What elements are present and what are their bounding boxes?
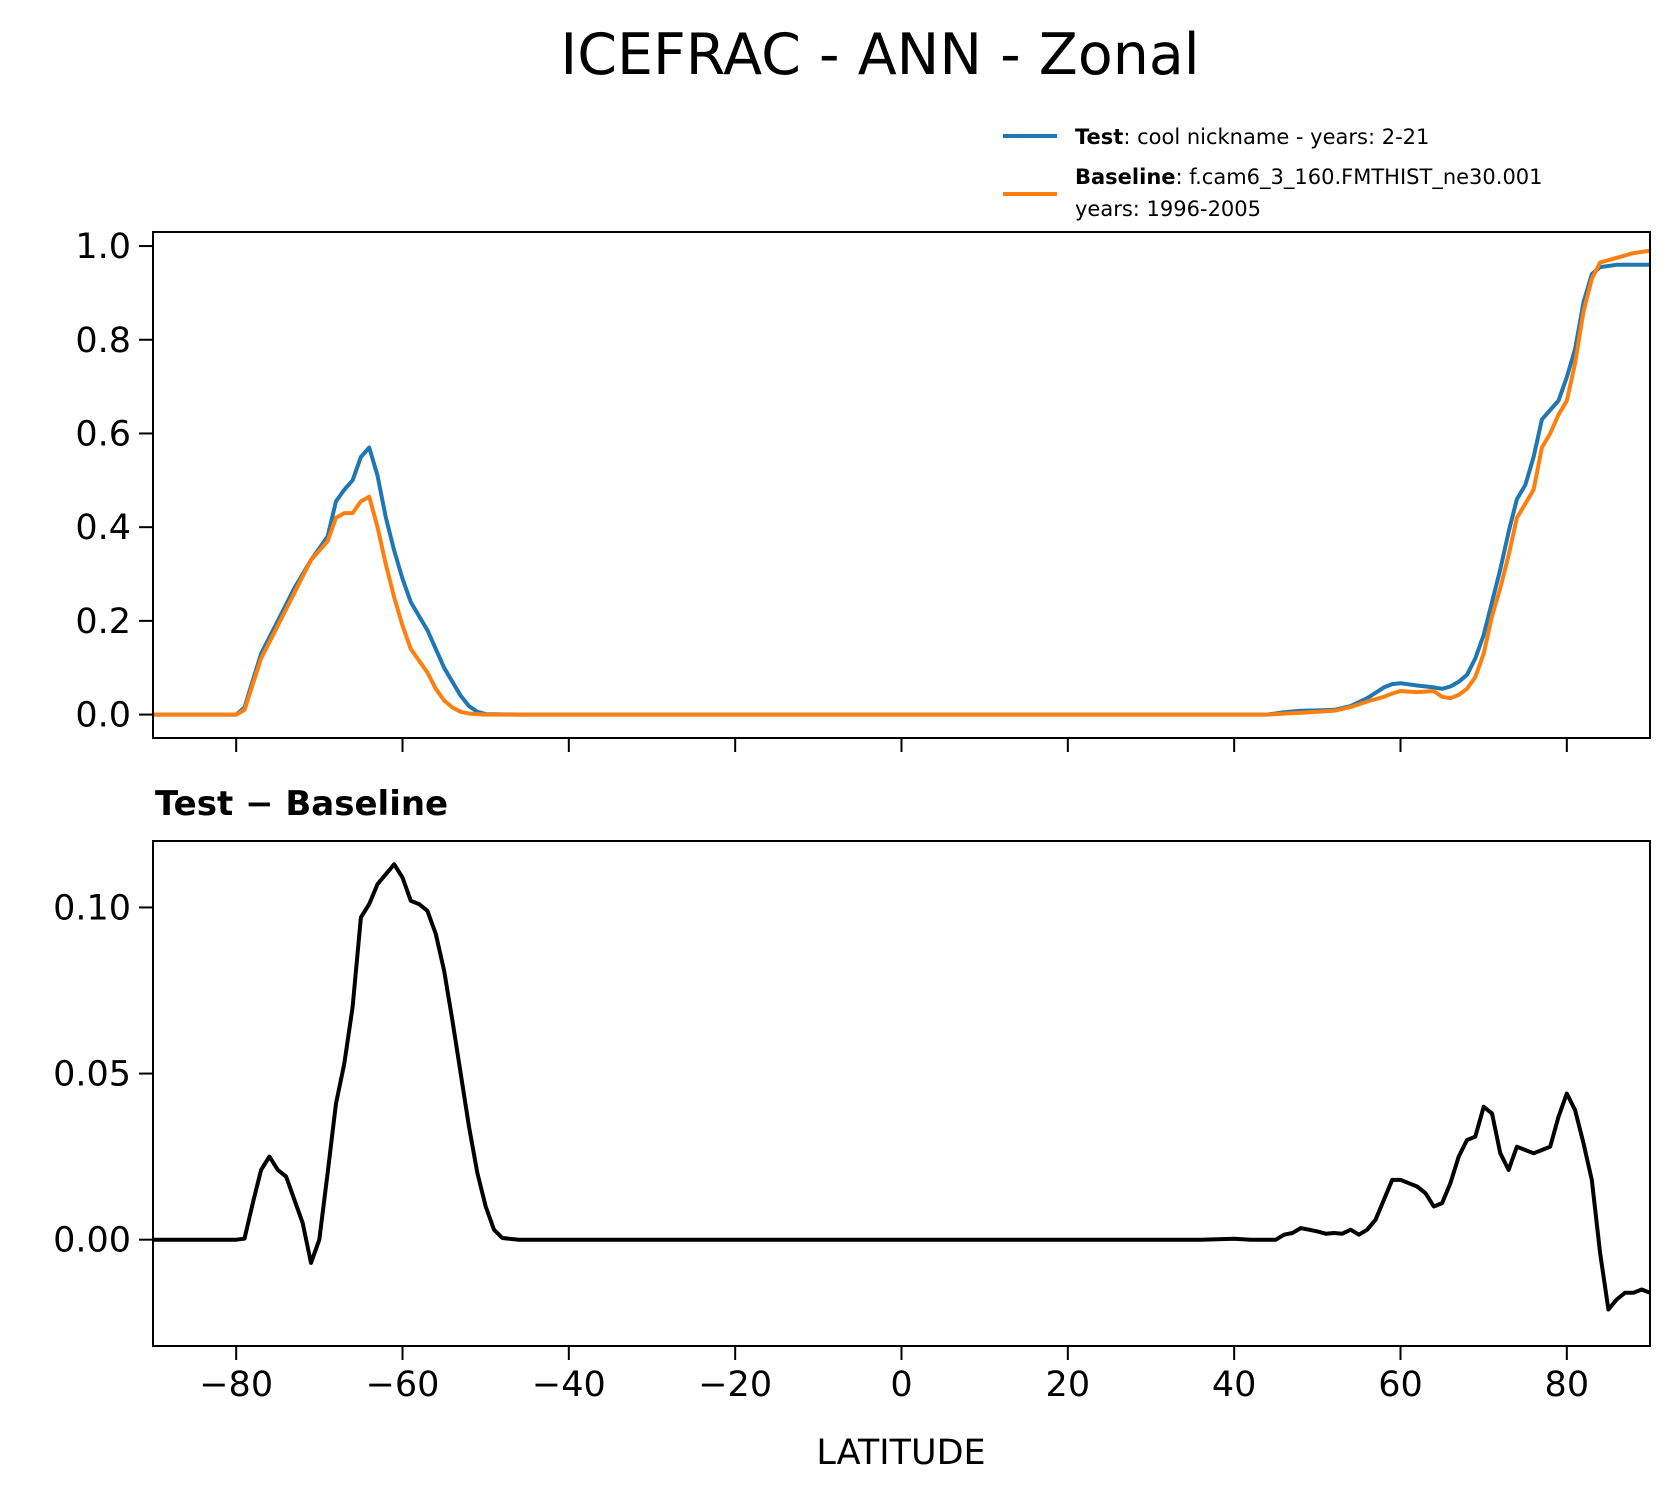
bottom-x-tick-label: 80 — [1545, 1365, 1590, 1405]
bottom-x-tick-label: −80 — [199, 1365, 273, 1405]
legend: Test: cool nickname - years: 2-21 Baseli… — [1003, 125, 1543, 221]
bottom-y-tick-label: 0.10 — [53, 888, 131, 928]
bottom-series-test-baseline — [153, 862, 1650, 1312]
legend-baseline-years: years: 1996-2005 — [1075, 197, 1261, 221]
top-y-tick-label: 0.2 — [75, 602, 131, 642]
legend-test-desc: : cool nickname - years: 2-21 — [1123, 125, 1429, 149]
top-y-tick-label: 0.0 — [75, 696, 131, 736]
difference-title: Test − Baseline — [155, 784, 448, 824]
figure-title: ICEFRAC - ANN - Zonal — [560, 22, 1199, 88]
bottom-x-tick-label: 40 — [1212, 1365, 1257, 1405]
bottom-x-tick-label: 20 — [1046, 1365, 1091, 1405]
legend-test-name: Test — [1075, 125, 1123, 149]
bottom-x-tick-label: 60 — [1378, 1365, 1423, 1405]
legend-baseline-desc: : f.cam6_3_160.FMTHIST_ne30.001 — [1176, 165, 1543, 190]
bottom-x-tick-label: 0 — [890, 1365, 912, 1405]
bottom-x-tick-label: −20 — [698, 1365, 772, 1405]
top-y-tick-label: 1.0 — [75, 227, 131, 267]
top-y-tick-label: 0.6 — [75, 414, 131, 454]
bottom-panel: Test − Baseline −80 −60 −40 −20 0 20 40 60 80 0.… — [53, 784, 1651, 1473]
bottom-x-tick-label: −40 — [532, 1365, 606, 1405]
top-y-tick-label: 0.8 — [75, 321, 131, 361]
legend-baseline-name: Baseline — [1075, 165, 1176, 189]
top-series-test — [153, 262, 1650, 717]
top-panel: 0.0 0.2 0.4 0.6 0.8 1.0 — [75, 227, 1651, 752]
top-y-tick-label: 0.4 — [75, 508, 131, 548]
top-series-baseline — [153, 248, 1650, 717]
bottom-x-tick-label: −60 — [366, 1365, 440, 1405]
legend-test-label: Test: cool nickname - years: 2-21 — [1075, 125, 1429, 149]
bottom-y-tick-label: 0.00 — [53, 1221, 131, 1261]
legend-baseline-label: Baseline: f.cam6_3_160.FMTHIST_ne30.001 — [1075, 165, 1543, 190]
x-axis-label: LATITUDE — [816, 1433, 985, 1473]
bottom-y-tick-label: 0.05 — [53, 1055, 131, 1095]
bottom-plot-frame — [152, 840, 1651, 1347]
